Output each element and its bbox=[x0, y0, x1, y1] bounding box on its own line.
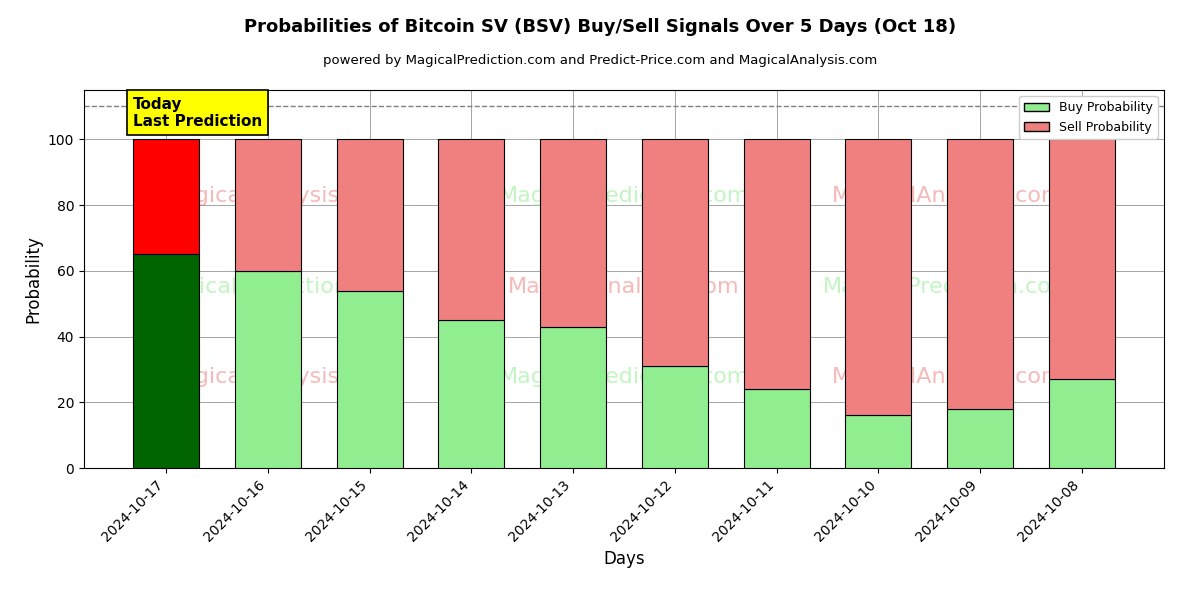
Text: MagicalAnalysis.com: MagicalAnalysis.com bbox=[162, 186, 395, 206]
Legend: Buy Probability, Sell Probability: Buy Probability, Sell Probability bbox=[1019, 96, 1158, 139]
Text: MagicalAnalysis.com: MagicalAnalysis.com bbox=[162, 367, 395, 387]
Bar bbox=[133, 254, 199, 468]
Bar bbox=[438, 320, 504, 468]
Bar bbox=[642, 139, 708, 366]
Bar bbox=[845, 415, 912, 468]
Bar bbox=[336, 290, 403, 468]
Text: MagicalAnalysis.com: MagicalAnalysis.com bbox=[832, 186, 1064, 206]
Text: Today
Last Prediction: Today Last Prediction bbox=[133, 97, 263, 129]
Bar bbox=[947, 139, 1013, 409]
Text: MagicalPrediction.com: MagicalPrediction.com bbox=[499, 367, 749, 387]
Bar bbox=[438, 139, 504, 320]
Text: MagicalAnalysis.com: MagicalAnalysis.com bbox=[832, 367, 1064, 387]
Bar bbox=[642, 366, 708, 468]
Bar bbox=[133, 139, 199, 254]
Bar bbox=[744, 139, 810, 389]
Text: powered by MagicalPrediction.com and Predict-Price.com and MagicalAnalysis.com: powered by MagicalPrediction.com and Pre… bbox=[323, 54, 877, 67]
Bar bbox=[235, 271, 301, 468]
Text: Probabilities of Bitcoin SV (BSV) Buy/Sell Signals Over 5 Days (Oct 18): Probabilities of Bitcoin SV (BSV) Buy/Se… bbox=[244, 18, 956, 36]
Bar bbox=[540, 139, 606, 326]
Bar bbox=[845, 139, 912, 415]
Text: MagicalAnalysis.com: MagicalAnalysis.com bbox=[508, 277, 740, 296]
Bar bbox=[1049, 379, 1115, 468]
Text: MagicalPrediction.com: MagicalPrediction.com bbox=[499, 186, 749, 206]
Bar bbox=[540, 326, 606, 468]
Bar bbox=[1049, 139, 1115, 379]
Text: MagicalPrediction.com: MagicalPrediction.com bbox=[154, 277, 403, 296]
Y-axis label: Probability: Probability bbox=[24, 235, 42, 323]
Bar bbox=[336, 139, 403, 290]
Text: MagicalPrediction.com: MagicalPrediction.com bbox=[823, 277, 1073, 296]
Bar bbox=[947, 409, 1013, 468]
Bar bbox=[744, 389, 810, 468]
Bar bbox=[235, 139, 301, 271]
X-axis label: Days: Days bbox=[604, 550, 644, 568]
